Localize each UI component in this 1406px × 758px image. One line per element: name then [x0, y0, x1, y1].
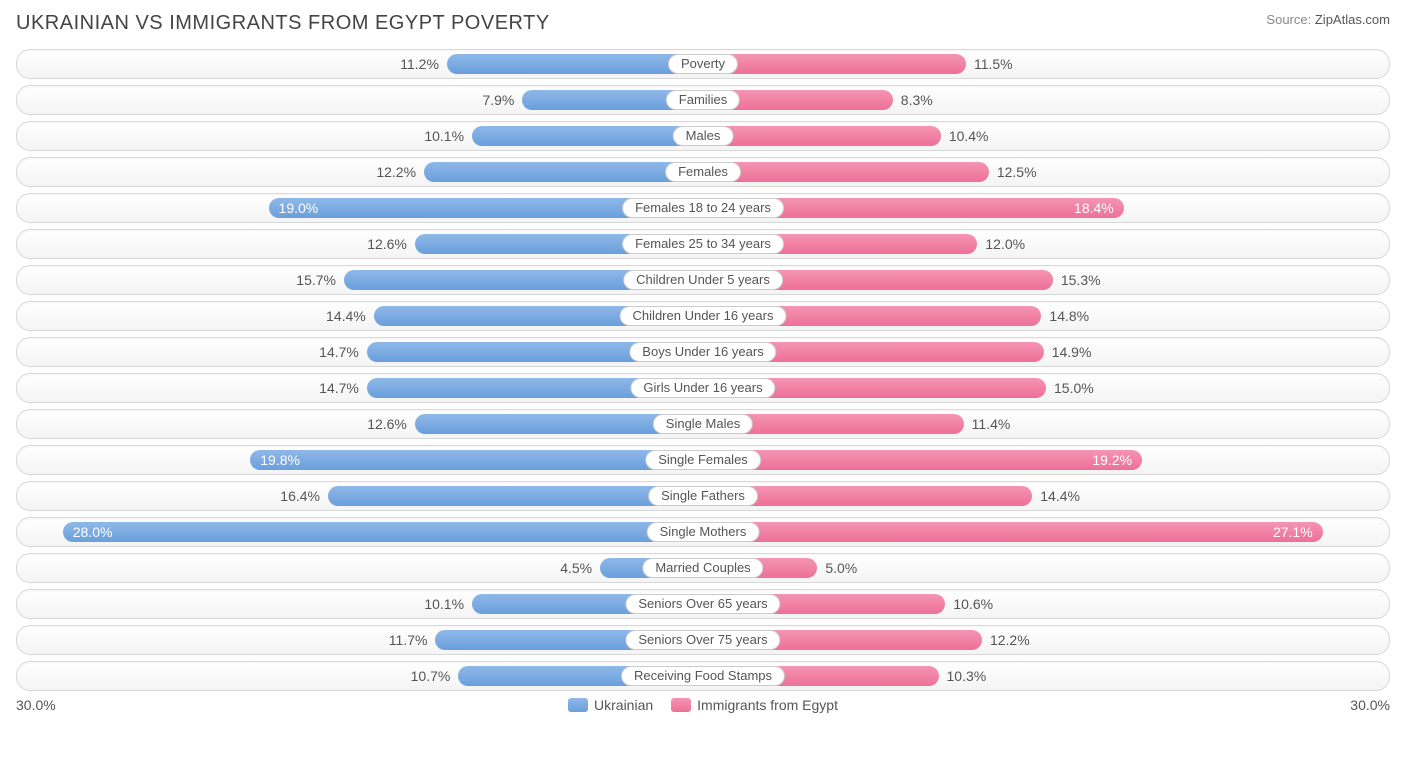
bar-row: 19.8%19.2%Single Females: [16, 445, 1390, 475]
value-label-right: 14.4%: [1040, 482, 1080, 510]
category-label: Seniors Over 65 years: [625, 594, 780, 614]
value-label-left: 19.8%: [250, 446, 703, 474]
bar-row: 12.6% 11.4% Single Males: [16, 409, 1390, 439]
value-label-left: 11.7%: [389, 626, 428, 654]
value-label-left: 10.1%: [424, 590, 464, 618]
value-label-right: 27.1%: [703, 518, 1323, 546]
value-label-left: 12.6%: [367, 230, 407, 258]
category-label: Married Couples: [642, 558, 763, 578]
chart-source: Source: ZipAtlas.com: [1266, 12, 1390, 27]
category-label: Females 25 to 34 years: [622, 234, 784, 254]
value-label-left: 16.4%: [280, 482, 320, 510]
chart-footer: 30.0% Ukrainian Immigrants from Egypt 30…: [16, 697, 1390, 713]
bar-right: [703, 54, 966, 74]
value-label-left: 11.2%: [400, 50, 439, 78]
chart-title: UKRAINIAN VS IMMIGRANTS FROM EGYPT POVER…: [16, 12, 550, 35]
value-label-left: 10.1%: [424, 122, 464, 150]
category-label: Females: [665, 162, 741, 182]
bar-right: [703, 162, 989, 182]
value-label-left: 28.0%: [63, 518, 703, 546]
category-label: Boys Under 16 years: [629, 342, 776, 362]
legend-label-left: Ukrainian: [594, 697, 653, 713]
category-label: Males: [673, 126, 734, 146]
category-label: Single Mothers: [647, 522, 760, 542]
bar-row: 7.9% 8.3% Families: [16, 85, 1390, 115]
category-label: Single Females: [645, 450, 761, 470]
value-label-left: 14.7%: [319, 338, 359, 366]
bar-row: 16.4% 14.4% Single Fathers: [16, 481, 1390, 511]
value-label-right: 15.3%: [1061, 266, 1101, 294]
value-label-left: 10.7%: [411, 662, 451, 690]
category-label: Poverty: [668, 54, 738, 74]
axis-max-right: 30.0%: [1350, 697, 1390, 713]
legend-item-left: Ukrainian: [568, 697, 653, 713]
value-label-right: 11.5%: [974, 50, 1013, 78]
value-label-right: 14.9%: [1052, 338, 1092, 366]
bar-row: 12.2% 12.5% Females: [16, 157, 1390, 187]
legend-swatch-right: [671, 698, 691, 712]
category-label: Girls Under 16 years: [630, 378, 775, 398]
category-label: Receiving Food Stamps: [621, 666, 785, 686]
axis-max-left: 30.0%: [16, 697, 56, 713]
value-label-right: 8.3%: [901, 86, 933, 114]
category-label: Families: [666, 90, 740, 110]
bar-row: 10.1% 10.6% Seniors Over 65 years: [16, 589, 1390, 619]
bar-row: 4.5% 5.0% Married Couples: [16, 553, 1390, 583]
value-label-right: 12.0%: [985, 230, 1025, 258]
value-label-right: 5.0%: [825, 554, 857, 582]
bar-row: 10.1% 10.4% Males: [16, 121, 1390, 151]
bar-row: 19.0%18.4%Females 18 to 24 years: [16, 193, 1390, 223]
bar-row: 12.6% 12.0% Females 25 to 34 years: [16, 229, 1390, 259]
legend-item-right: Immigrants from Egypt: [671, 697, 838, 713]
value-label-right: 10.3%: [947, 662, 987, 690]
chart-legend: Ukrainian Immigrants from Egypt: [568, 697, 838, 713]
value-label-left: 15.7%: [296, 266, 336, 294]
value-label-right: 12.5%: [997, 158, 1037, 186]
source-value: ZipAtlas.com: [1315, 12, 1390, 27]
bar-row: 28.0%27.1%Single Mothers: [16, 517, 1390, 547]
bar-row: 11.2% 11.5% Poverty: [16, 49, 1390, 79]
chart-header: UKRAINIAN VS IMMIGRANTS FROM EGYPT POVER…: [16, 12, 1390, 35]
value-label-left: 14.4%: [326, 302, 366, 330]
category-label: Children Under 16 years: [620, 306, 787, 326]
value-label-left: 12.6%: [367, 410, 407, 438]
bar-left: [424, 162, 703, 182]
value-label-right: 19.2%: [703, 446, 1142, 474]
category-label: Seniors Over 75 years: [625, 630, 780, 650]
bar-left: [328, 486, 703, 506]
category-label: Children Under 5 years: [623, 270, 783, 290]
value-label-right: 11.4%: [972, 410, 1011, 438]
bar-left: [472, 126, 703, 146]
bar-row: 10.7% 10.3% Receiving Food Stamps: [16, 661, 1390, 691]
bar-row: 14.4% 14.8% Children Under 16 years: [16, 301, 1390, 331]
value-label-right: 14.8%: [1049, 302, 1089, 330]
diverging-bar-chart: 11.2%11.5%Poverty7.9%8.3%Families10.1%10…: [16, 49, 1390, 691]
bar-row: 14.7% 15.0% Girls Under 16 years: [16, 373, 1390, 403]
bar-row: 14.7% 14.9% Boys Under 16 years: [16, 337, 1390, 367]
bar-row: 15.7% 15.3% Children Under 5 years: [16, 265, 1390, 295]
value-label-left: 4.5%: [560, 554, 592, 582]
bar-right: [703, 126, 941, 146]
legend-label-right: Immigrants from Egypt: [697, 697, 838, 713]
value-label-right: 10.6%: [953, 590, 993, 618]
legend-swatch-left: [568, 698, 588, 712]
category-label: Single Fathers: [648, 486, 758, 506]
value-label-left: 7.9%: [482, 86, 514, 114]
bar-row: 11.7% 12.2% Seniors Over 75 years: [16, 625, 1390, 655]
value-label-right: 10.4%: [949, 122, 989, 150]
category-label: Single Males: [653, 414, 753, 434]
source-label: Source:: [1266, 12, 1311, 27]
value-label-right: 15.0%: [1054, 374, 1094, 402]
value-label-left: 14.7%: [319, 374, 359, 402]
value-label-right: 12.2%: [990, 626, 1030, 654]
value-label-left: 12.2%: [376, 158, 416, 186]
category-label: Females 18 to 24 years: [622, 198, 784, 218]
bar-left: [447, 54, 703, 74]
